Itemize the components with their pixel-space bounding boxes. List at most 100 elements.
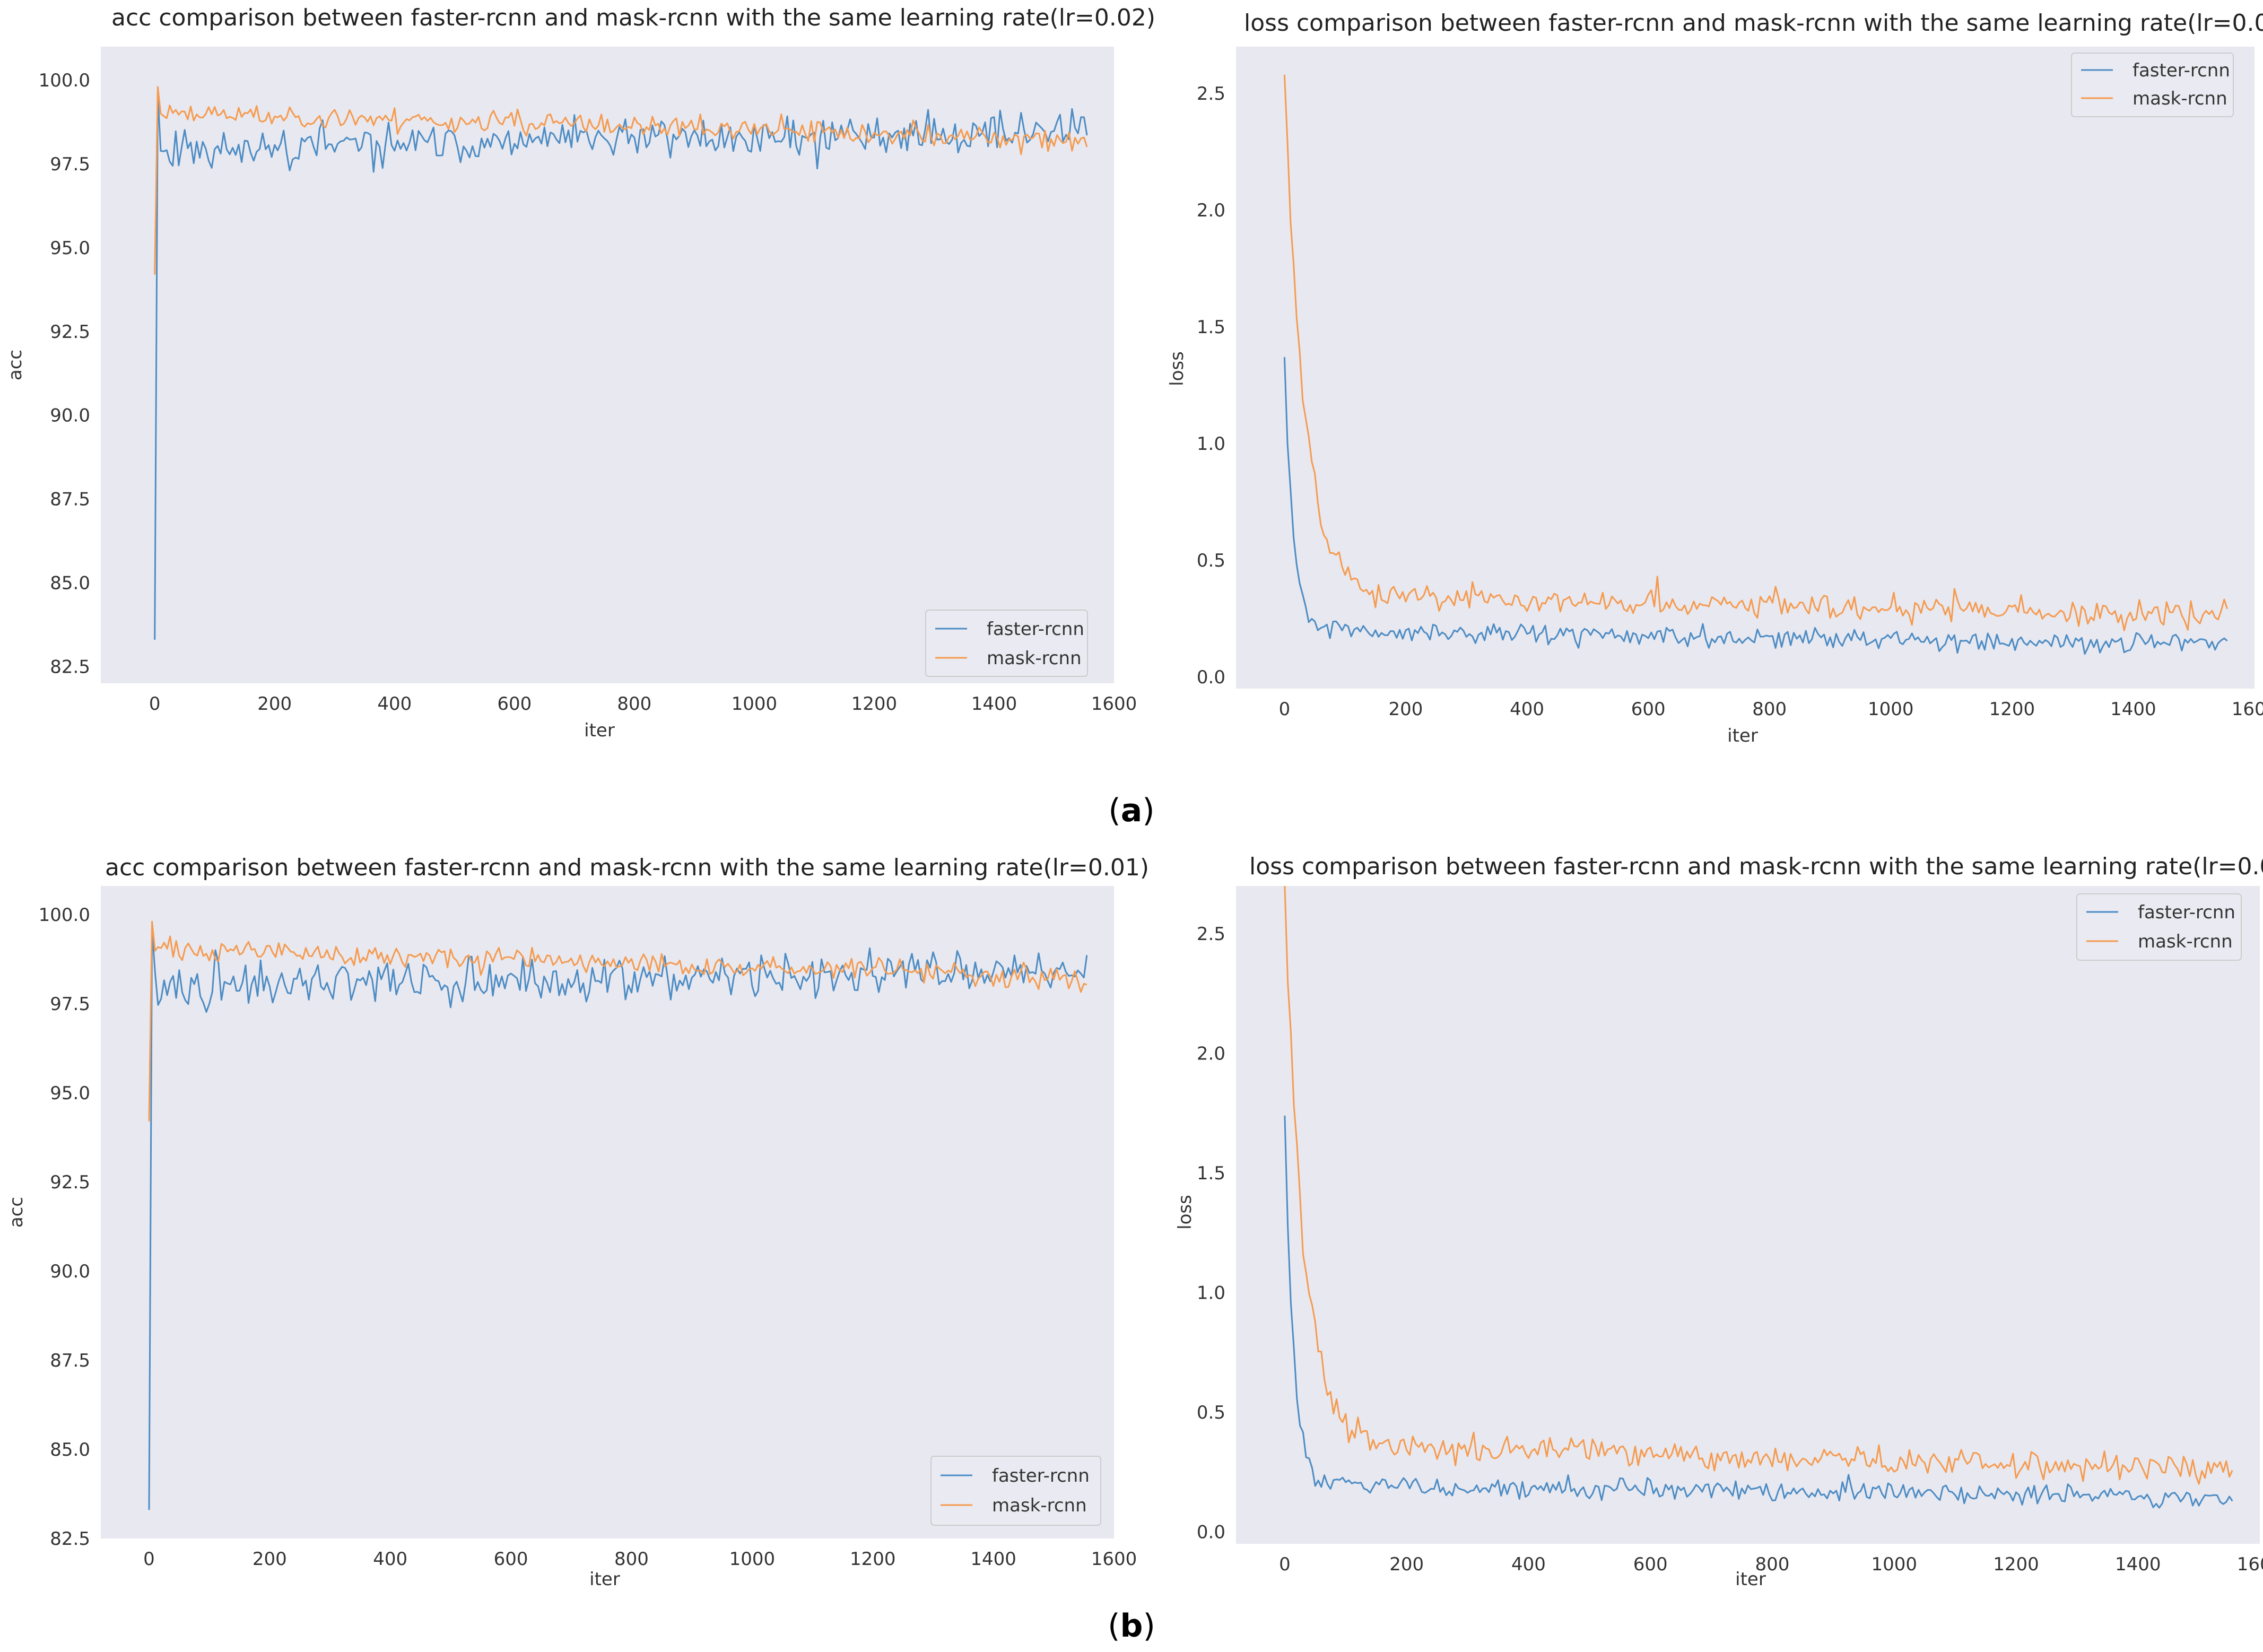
x-tick-label: 600 [494,1549,528,1570]
x-tick-label: 0 [143,1549,155,1570]
x-tick-label: 1400 [971,693,1017,715]
x-tick-label: 800 [1755,1554,1789,1575]
x-tick-label: 1200 [1993,1554,2039,1575]
x-tick-label: 1000 [729,1549,776,1570]
y-tick-label: 2.5 [1197,924,1225,945]
legend-label-mask-rcnn: mask-rcnn [2133,88,2227,109]
x-tick-label: 400 [1511,1554,1546,1575]
x-tick-labels: 0 200 400 600 800 1000 1200 1400 1600 [149,693,1137,715]
y-tick-label: 1.0 [1197,1283,1225,1304]
x-axis-label: iter [584,720,615,741]
x-tick-label: 0 [1279,699,1291,720]
y-axis-label: acc [5,350,26,380]
y-tick-labels: 0.0 0.5 1.0 1.5 2.0 2.5 [1197,83,1225,688]
x-tick-label: 1400 [970,1549,1016,1570]
x-axis-label: iter [1735,1569,1766,1590]
acc-chart-lr001: acc comparison between faster-rcnn and m… [6,854,1149,1590]
legend-box [2076,893,2242,961]
y-tick-label: 87.5 [50,1350,90,1371]
x-tick-label: 400 [377,693,412,715]
acc-chart-lr002: acc comparison between faster-rcnn and m… [5,4,1155,741]
y-tick-label: 92.5 [50,321,90,343]
y-tick-label: 0.5 [1197,1402,1225,1423]
chart-title: loss comparison between faster-rcnn and … [1249,853,2263,880]
x-tick-label: 1400 [2115,1554,2161,1575]
x-tick-label: 600 [1633,1554,1668,1575]
series-line-mask-rcnn [148,920,1087,1121]
y-tick-label: 95.0 [50,1083,90,1104]
chart-title: acc comparison between faster-rcnn and m… [111,4,1155,31]
series-line-faster-rcnn [1283,357,2228,655]
x-tick-label: 0 [1279,1554,1291,1575]
legend-label-mask-rcnn: mask-rcnn [992,1495,1087,1516]
chart-title: loss comparison between faster-rcnn and … [1244,10,2263,37]
y-tick-label: 90.0 [50,1261,90,1282]
x-tick-label: 1600 [2232,699,2263,720]
legend-box [925,610,1088,677]
x-tick-label: 200 [253,1549,287,1570]
legend-label-faster-rcnn: faster-rcnn [992,1465,1090,1486]
x-tick-label: 1600 [2237,1554,2263,1575]
y-tick-label: 100.0 [39,70,90,91]
x-tick-label: 200 [1389,699,1423,720]
x-tick-label: 1200 [1989,699,2035,720]
y-tick-labels: 0.0 0.5 1.0 1.5 2.0 2.5 [1197,924,1225,1543]
x-tick-labels: 0 200 400 600 800 1000 1200 1400 1600 [1279,699,2263,720]
x-axis-label: iter [589,1569,620,1590]
series-line-faster-rcnn [148,928,1088,1510]
y-axis-label: loss [1174,1195,1196,1230]
x-tick-label: 1000 [1871,1554,1917,1575]
y-tick-labels: 82.5 85.0 87.5 90.0 92.5 95.0 97.5 100.0 [39,905,90,1550]
y-tick-label: 97.5 [50,994,90,1015]
series-layer [1284,886,2233,1509]
series-line-mask-rcnn [1284,886,2233,1485]
x-tick-label: 600 [497,693,532,715]
legend: faster-rcnn mask-rcnn [930,1456,1101,1526]
x-tick-label: 400 [1510,699,1544,720]
x-tick-labels: 0 200 400 600 800 1000 1200 1400 1600 [1279,1554,2263,1575]
loss-chart-lr002: loss comparison between faster-rcnn and … [1167,10,2263,746]
legend-label-faster-rcnn: faster-rcnn [987,619,1084,640]
legend-label-faster-rcnn: faster-rcnn [2133,60,2230,81]
x-tick-label: 800 [1752,699,1787,720]
series-layer [148,920,1088,1510]
y-tick-label: 87.5 [50,489,90,510]
plot-area [1236,886,2260,1544]
legend: faster-rcnn mask-rcnn [2071,53,2234,117]
legend-label-mask-rcnn: mask-rcnn [2138,931,2233,952]
y-tick-label: 82.5 [50,656,90,677]
x-tick-label: 0 [149,693,161,715]
x-tick-label: 600 [1631,699,1666,720]
y-tick-label: 1.0 [1197,433,1225,455]
y-tick-label: 97.5 [50,154,90,175]
x-tick-label: 1200 [851,693,898,715]
plot-area [101,47,1114,683]
series-layer [1283,74,2229,655]
x-tick-label: 200 [1389,1554,1424,1575]
x-axis-label: iter [1727,725,1758,746]
x-tick-label: 1600 [1091,693,1137,715]
legend-box [930,1456,1101,1526]
x-tick-label: 200 [257,693,292,715]
y-tick-label: 85.0 [50,573,90,594]
y-tick-label: 0.5 [1197,550,1225,571]
x-tick-labels: 0 200 400 600 800 1000 1200 1400 1600 [143,1549,1137,1570]
y-tick-label: 1.5 [1197,317,1225,338]
y-tick-label: 2.5 [1197,83,1225,105]
legend-label-faster-rcnn: faster-rcnn [2138,902,2235,923]
plot-area [1236,47,2255,689]
x-tick-label: 1000 [732,693,778,715]
chart-title: acc comparison between faster-rcnn and m… [105,854,1149,881]
y-tick-label: 2.0 [1197,200,1225,221]
y-tick-labels: 82.5 85.0 87.5 90.0 92.5 95.0 97.5 100.0 [39,70,90,677]
y-tick-label: 90.0 [50,405,90,427]
y-tick-label: 95.0 [50,238,90,259]
x-tick-label: 1400 [2110,699,2156,720]
legend-label-mask-rcnn: mask-rcnn [987,648,1082,669]
y-tick-label: 2.0 [1197,1044,1225,1065]
series-line-faster-rcnn [1284,1115,2233,1509]
legend: faster-rcnn mask-rcnn [925,610,1088,677]
x-tick-label: 1600 [1091,1549,1137,1570]
x-tick-label: 1200 [850,1549,896,1570]
